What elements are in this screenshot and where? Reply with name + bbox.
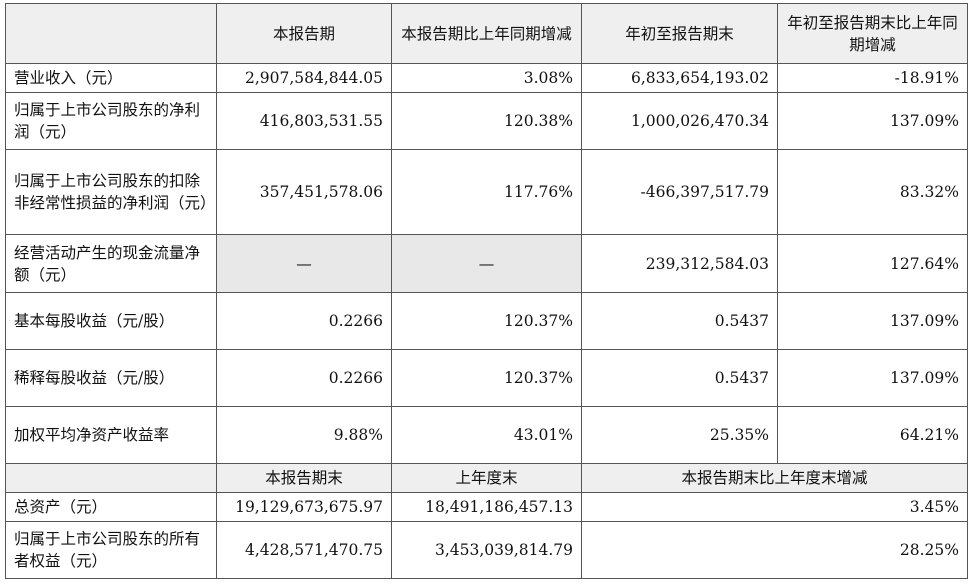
cell-ytd: -466,397,517.79: [581, 149, 778, 235]
financial-summary-table: 本报告期 本报告期比上年同期增减 年初至报告期末 年初至报告期末比上年同期增减 …: [5, 3, 968, 579]
table-row: 总资产（元） 19,129,673,675.97 18,491,186,457.…: [5, 492, 968, 522]
cell-ytd: 25.35%: [581, 406, 778, 464]
cell-ytd: 1,000,026,470.34: [581, 92, 778, 150]
table-row: 稀释每股收益（元/股） 0.2266 120.37% 0.5437 137.09…: [5, 349, 968, 407]
cell-ytd: 0.5437: [581, 349, 778, 407]
cell-current-period: 416,803,531.55: [216, 92, 392, 150]
cell-current-period-change: 117.76%: [391, 149, 582, 235]
header-row: 本报告期 本报告期比上年同期增减 年初至报告期末 年初至报告期末比上年同期增减: [5, 3, 968, 64]
cell-current-period-change: 120.37%: [391, 292, 582, 350]
header-current-period: 本报告期: [216, 3, 392, 64]
cell-ytd-change: 83.32%: [777, 149, 968, 235]
header-ytd: 年初至报告期末: [581, 3, 778, 64]
row-label: 归属于上市公司股东的净利润（元）: [5, 92, 217, 150]
table-row: 加权平均净资产收益率 9.88% 43.01% 25.35% 64.21%: [5, 406, 968, 464]
cell-period-end: 4,428,571,470.75: [216, 521, 392, 579]
cell-current-period: —: [216, 234, 392, 293]
row-label: 基本每股收益（元/股）: [5, 292, 217, 350]
header-row-balance: 本报告期末 上年度末 本报告期末比上年度末增减: [5, 463, 968, 493]
header-current-period-change: 本报告期比上年同期增减: [391, 3, 582, 64]
row-label: 归属于上市公司股东的扣除非经常性损益的净利润（元）: [5, 149, 217, 235]
row-label: 经营活动产生的现金流量净额（元）: [5, 234, 217, 293]
header2-corner: [5, 463, 217, 493]
header-prior-year-end: 上年度末: [391, 463, 582, 493]
row-label: 加权平均净资产收益率: [5, 406, 217, 464]
cell-period-end-change: 3.45%: [581, 492, 968, 522]
table-row: 归属于上市公司股东的扣除非经常性损益的净利润（元） 357,451,578.06…: [5, 149, 968, 235]
table-row: 归属于上市公司股东的所有者权益（元） 4,428,571,470.75 3,45…: [5, 521, 968, 579]
cell-current-period: 0.2266: [216, 349, 392, 407]
cell-ytd: 6,833,654,193.02: [581, 63, 778, 93]
table-row: 经营活动产生的现金流量净额（元） — — 239,312,584.03 127.…: [5, 234, 968, 293]
row-label: 归属于上市公司股东的所有者权益（元）: [5, 521, 217, 579]
cell-current-period-change: 3.08%: [391, 63, 582, 93]
cell-ytd-change: -18.91%: [777, 63, 968, 93]
cell-current-period-change: 120.38%: [391, 92, 582, 150]
header-period-end-change: 本报告期末比上年度末增减: [581, 463, 968, 493]
header-corner: [5, 3, 217, 64]
cell-ytd-change: 127.64%: [777, 234, 968, 293]
table-row: 营业收入（元） 2,907,584,844.05 3.08% 6,833,654…: [5, 63, 968, 93]
cell-current-period: 357,451,578.06: [216, 149, 392, 235]
cell-period-end-change: 28.25%: [581, 521, 968, 579]
cell-prior-year-end: 3,453,039,814.79: [391, 521, 582, 579]
cell-ytd: 0.5437: [581, 292, 778, 350]
header-ytd-change: 年初至报告期末比上年同期增减: [777, 3, 968, 64]
cell-current-period: 9.88%: [216, 406, 392, 464]
cell-prior-year-end: 18,491,186,457.13: [391, 492, 582, 522]
cell-ytd-change: 137.09%: [777, 92, 968, 150]
cell-current-period-change: 43.01%: [391, 406, 582, 464]
row-label: 稀释每股收益（元/股）: [5, 349, 217, 407]
cell-period-end: 19,129,673,675.97: [216, 492, 392, 522]
table-row: 归属于上市公司股东的净利润（元） 416,803,531.55 120.38% …: [5, 92, 968, 150]
row-label: 营业收入（元）: [5, 63, 217, 93]
cell-current-period-change: 120.37%: [391, 349, 582, 407]
cell-ytd-change: 64.21%: [777, 406, 968, 464]
table-row: 基本每股收益（元/股） 0.2266 120.37% 0.5437 137.09…: [5, 292, 968, 350]
cell-current-period-change: —: [391, 234, 582, 293]
header-period-end: 本报告期末: [216, 463, 392, 493]
cell-ytd-change: 137.09%: [777, 349, 968, 407]
cell-ytd-change: 137.09%: [777, 292, 968, 350]
cell-current-period: 0.2266: [216, 292, 392, 350]
row-label: 总资产（元）: [5, 492, 217, 522]
cell-current-period: 2,907,584,844.05: [216, 63, 392, 93]
cell-ytd: 239,312,584.03: [581, 234, 778, 293]
